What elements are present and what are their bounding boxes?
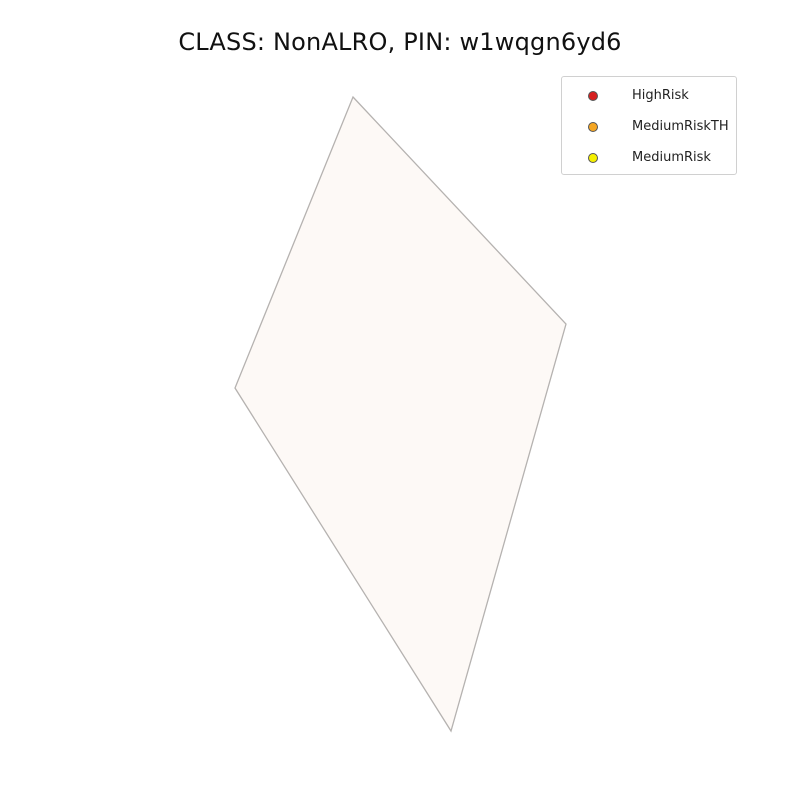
legend-item-mediumriskth: MediumRiskTH [562, 117, 738, 137]
parcel-polygon [234, 95, 567, 733]
legend-marker-icon [588, 153, 598, 163]
legend-label: HighRisk [632, 88, 689, 103]
legend-marker-icon [588, 122, 598, 132]
map-title: CLASS: NonALRO, PIN: w1wqgn6yd6 [178, 28, 622, 56]
legend-marker-icon [588, 91, 598, 101]
legend: HighRisk MediumRiskTH MediumRisk [561, 76, 737, 175]
legend-item-highrisk: HighRisk [562, 86, 738, 106]
legend-item-mediumrisk: MediumRisk [562, 148, 738, 168]
legend-label: MediumRiskTH [632, 119, 729, 134]
legend-label: MediumRisk [632, 150, 711, 165]
